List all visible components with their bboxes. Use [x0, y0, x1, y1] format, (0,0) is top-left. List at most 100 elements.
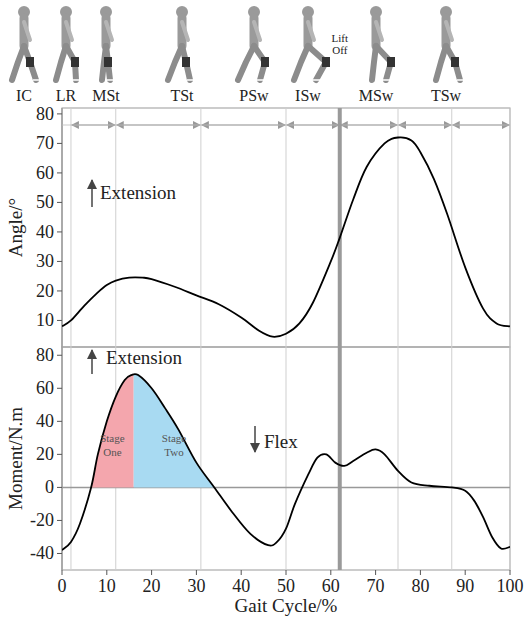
y-tick-label: 50 [36, 192, 54, 212]
x-tick-label: 50 [277, 576, 295, 596]
y-tick-label: 20 [36, 444, 54, 464]
figure-foot [107, 79, 116, 81]
y-tick [57, 454, 62, 455]
figure-arm [308, 22, 314, 40]
figure-leg [436, 46, 446, 80]
figure-leg [24, 46, 36, 80]
gait-figure [238, 6, 269, 80]
figure-foot [313, 79, 322, 81]
x-tick [465, 570, 466, 575]
y-tick-label: -40 [30, 543, 54, 563]
x-tick-label: 60 [322, 576, 340, 596]
figure-foot [33, 79, 42, 81]
phase-boundary [62, 108, 63, 570]
x-tick-label: 10 [98, 576, 116, 596]
y-tick [57, 421, 62, 422]
x-tick-label: 90 [456, 576, 474, 596]
figure-leg [294, 46, 308, 80]
figure-leg [12, 46, 24, 80]
y-tick [57, 355, 62, 356]
phase-row-line [62, 125, 510, 126]
lift-off-line [338, 108, 342, 570]
x-tick-label: 100 [497, 576, 524, 596]
gait-figure [436, 6, 466, 80]
phase-boundary [200, 108, 201, 570]
y-tick-label: 10 [36, 310, 54, 330]
lift-off-label: LiftOff [332, 32, 349, 56]
phase-boundary [398, 108, 399, 570]
phase-boundary [451, 108, 452, 570]
y-tick-label: 0 [45, 477, 54, 497]
y-axis-title: Moment/N.m [5, 407, 26, 510]
figure-leg [372, 46, 376, 80]
phase-label: LR [56, 87, 77, 104]
x-tick [62, 570, 63, 575]
figure-brace [182, 57, 190, 67]
x-axis-title: Gait Cycle/% [235, 595, 338, 616]
phase-label: TSw [431, 87, 462, 104]
data-line [62, 137, 510, 336]
y-tick [57, 113, 62, 114]
gait-figure [168, 6, 196, 80]
stage-label-line: Stage [162, 432, 187, 444]
y-tick [57, 231, 62, 232]
x-tick-label: 0 [58, 576, 67, 596]
y-axis-line [61, 108, 62, 570]
figure-leg [446, 46, 460, 80]
figure-arm [106, 22, 112, 40]
stage-label-line: Stage [100, 432, 125, 444]
x-tick [106, 570, 107, 575]
y-tick-label: 70 [36, 133, 54, 153]
plot-area [62, 374, 510, 550]
phase-boundary [510, 108, 511, 570]
figure-leg [168, 46, 182, 80]
y-tick-label: 40 [36, 222, 54, 242]
y-tick [57, 553, 62, 554]
phase-boundary [339, 108, 340, 570]
x-tick [510, 570, 511, 575]
y-tick-label: -20 [30, 510, 54, 530]
figure-leg [238, 46, 254, 80]
chart: ICLRMStTStPSwISwMSwTSwLiftOff10203040506… [0, 0, 526, 630]
phase-label: PSw [239, 87, 269, 104]
figure-brace [104, 57, 112, 67]
gait-figure [370, 6, 395, 80]
y-tick [57, 320, 62, 321]
y-tick [57, 388, 62, 389]
annotation: Flex [264, 431, 298, 452]
stage-label-line: Two [164, 446, 184, 458]
stage-label: Stage Two [162, 432, 187, 458]
y-tick [57, 290, 62, 291]
y-tick [57, 487, 62, 488]
x-tick-label: 20 [143, 576, 161, 596]
phase-boundary [115, 108, 116, 570]
figure-brace [387, 57, 395, 67]
figure-arm [376, 22, 382, 40]
phase-label: MSw [359, 87, 394, 104]
figure-foot [457, 79, 466, 81]
y-tick-label: 20 [36, 281, 54, 301]
figure-foot [73, 79, 82, 81]
annotation: Extension [100, 182, 176, 203]
figure-brace [261, 57, 269, 67]
y-axis-title: Angle/° [5, 198, 26, 257]
annotation-arrow [91, 180, 93, 207]
figure-brace [71, 57, 79, 67]
y-tick-label: 40 [36, 411, 54, 431]
y-tick-label: 60 [36, 378, 54, 398]
annotation: Extension [106, 347, 182, 368]
y-tick-label: 80 [36, 345, 54, 365]
plot-area [62, 137, 510, 336]
figure-foot [257, 79, 266, 81]
phase-label: ISw [295, 87, 321, 104]
y-tick [57, 520, 62, 521]
x-tick [196, 570, 197, 575]
y-tick [57, 172, 62, 173]
x-tick [375, 570, 376, 575]
annotation-arrow [91, 350, 93, 374]
phase-label: IC [16, 87, 32, 104]
phase-label: MSt [92, 87, 120, 104]
phase-boundary [70, 108, 71, 570]
x-tick [151, 570, 152, 575]
data-line [62, 374, 510, 550]
